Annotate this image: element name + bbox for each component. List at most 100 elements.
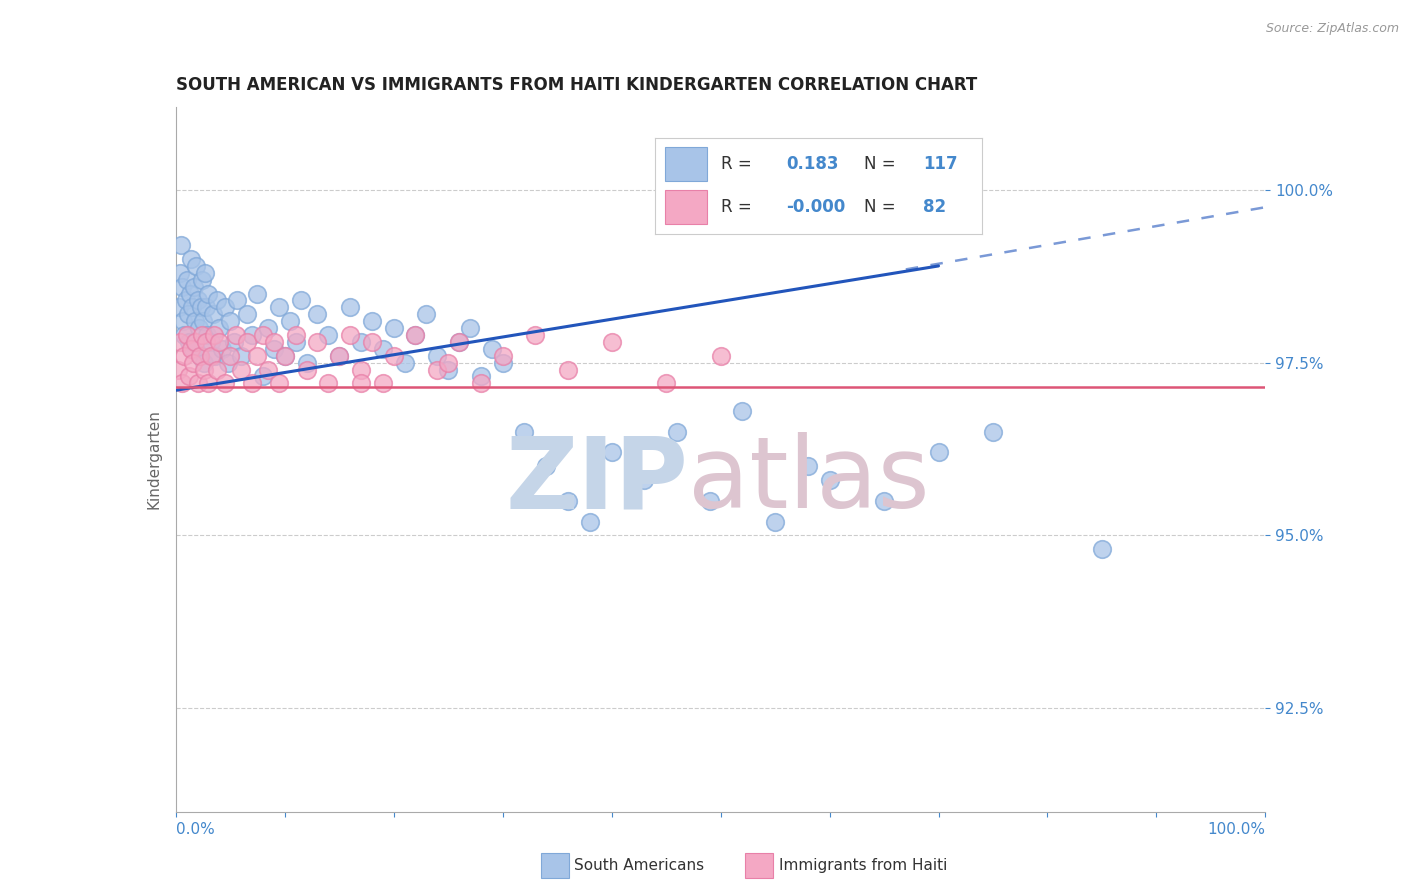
Point [269, 301, 291, 315]
Point [173, 349, 195, 363]
Point [633, 473, 655, 487]
Point [193, 356, 215, 370]
Point [797, 459, 820, 474]
Point [205, 362, 228, 376]
Point [188, 349, 211, 363]
Text: N =: N = [865, 198, 896, 216]
Point [252, 369, 274, 384]
Point [1091, 542, 1114, 557]
Point [219, 349, 242, 363]
Point [318, 328, 340, 343]
Point [339, 328, 361, 343]
Point [235, 334, 257, 349]
Point [195, 328, 218, 343]
Point [173, 328, 195, 343]
Point [197, 286, 219, 301]
Text: SOUTH AMERICAN VS IMMIGRANTS FROM HAITI KINDERGARTEN CORRELATION CHART: SOUTH AMERICAN VS IMMIGRANTS FROM HAITI … [176, 77, 977, 95]
Point [208, 334, 231, 349]
Point [447, 334, 470, 349]
Point [731, 404, 754, 418]
Point [191, 273, 214, 287]
Point [231, 362, 253, 376]
Text: 0.0%: 0.0% [176, 822, 215, 837]
Point [200, 349, 222, 363]
Point [176, 273, 198, 287]
Point [193, 362, 215, 376]
Point [225, 328, 247, 343]
Point [191, 328, 214, 343]
Point [180, 342, 202, 356]
Point [246, 349, 269, 363]
Point [710, 349, 733, 363]
Point [219, 314, 242, 328]
Point [214, 301, 236, 315]
Point [600, 445, 623, 459]
Point [179, 286, 201, 301]
Point [240, 328, 263, 343]
Point [201, 307, 224, 321]
Point [169, 334, 191, 349]
Point [172, 314, 194, 328]
Point [666, 425, 689, 439]
Point [557, 362, 579, 376]
Text: Source: ZipAtlas.com: Source: ZipAtlas.com [1265, 22, 1399, 36]
Point [284, 328, 307, 343]
Point [307, 334, 329, 349]
Point [240, 376, 263, 391]
Point [415, 307, 437, 321]
Point [172, 376, 194, 391]
Point [191, 314, 214, 328]
Point [208, 321, 231, 335]
Point [437, 356, 460, 370]
Point [655, 376, 678, 391]
Point [174, 293, 197, 308]
Point [818, 473, 841, 487]
Point [579, 515, 602, 529]
Point [873, 493, 896, 508]
Point [186, 293, 209, 308]
Point [204, 349, 226, 363]
Text: ZIP: ZIP [505, 432, 688, 529]
Point [928, 445, 950, 459]
Point [284, 334, 307, 349]
Point [470, 376, 492, 391]
Point [307, 307, 329, 321]
Point [274, 349, 297, 363]
Point [177, 334, 200, 349]
Point [235, 307, 257, 321]
Point [190, 301, 212, 315]
Point [481, 342, 503, 356]
Point [600, 334, 623, 349]
Point [183, 279, 205, 293]
Point [180, 252, 202, 266]
Point [263, 334, 285, 349]
Point [202, 328, 225, 343]
Text: Immigrants from Haiti: Immigrants from Haiti [779, 858, 948, 872]
Point [225, 293, 247, 308]
Point [437, 362, 460, 376]
Text: 117: 117 [924, 155, 957, 173]
Point [274, 349, 297, 363]
Point [361, 334, 384, 349]
Point [184, 314, 207, 328]
Point [394, 356, 416, 370]
Point [231, 349, 253, 363]
Point [205, 293, 228, 308]
Point [194, 266, 217, 280]
Point [557, 493, 579, 508]
Text: atlas: atlas [688, 432, 929, 529]
Point [188, 349, 211, 363]
Y-axis label: Kindergarten: Kindergarten [146, 409, 162, 509]
Bar [665, 146, 707, 181]
Point [339, 301, 361, 315]
Point [361, 314, 384, 328]
Text: N =: N = [865, 155, 896, 173]
Point [295, 356, 318, 370]
Point [186, 259, 208, 273]
Text: 82: 82 [924, 198, 946, 216]
Point [186, 376, 209, 391]
Point [170, 238, 193, 252]
Point [195, 334, 218, 349]
Point [252, 328, 274, 343]
Point [447, 334, 470, 349]
